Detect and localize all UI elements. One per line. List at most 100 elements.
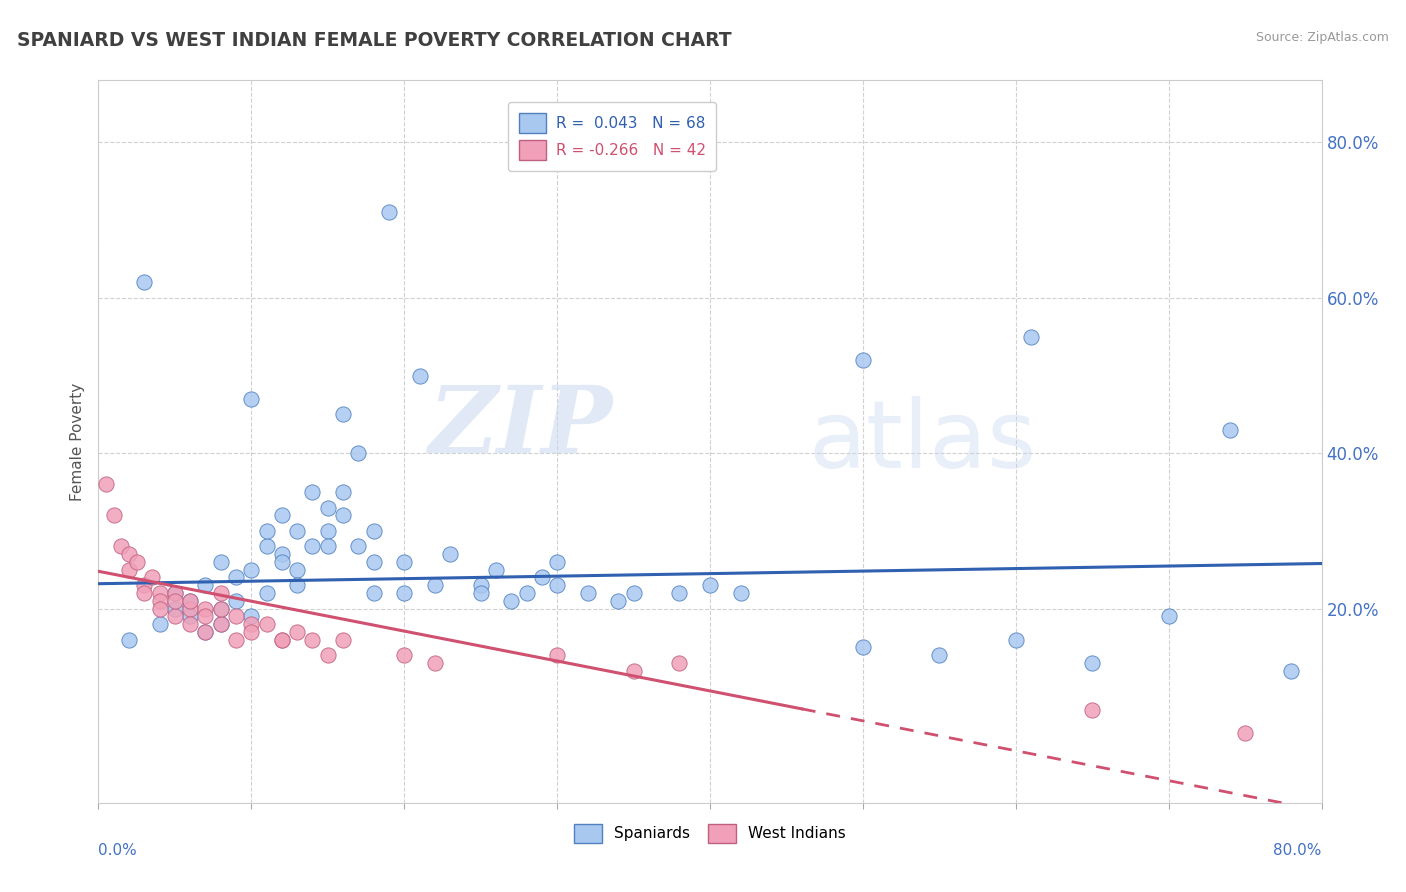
Point [256,540,278,554]
Point [163,601,186,615]
Point [501,594,523,608]
Point [485,563,508,577]
Point [209,601,232,615]
Point [301,632,323,647]
Point [134,586,156,600]
Point [347,446,370,460]
Point [179,609,201,624]
Point [408,368,430,383]
Point [179,601,201,615]
Point [149,601,172,615]
Point [423,578,446,592]
Point [607,594,630,608]
Point [363,524,385,538]
Point [240,392,263,406]
Point [118,632,141,647]
Point [179,617,201,632]
Point [668,656,690,670]
Point [332,508,354,523]
Point [347,540,370,554]
Point [1219,423,1241,437]
Point [470,586,492,600]
Point [332,485,354,500]
Point [225,632,247,647]
Point [103,508,125,523]
Point [270,632,292,647]
Point [225,570,247,584]
Point [194,578,217,592]
Legend: Spaniards, West Indians: Spaniards, West Indians [568,817,852,849]
Point [209,617,232,632]
Point [285,624,308,639]
Point [1081,656,1104,670]
Text: SPANIARD VS WEST INDIAN FEMALE POVERTY CORRELATION CHART: SPANIARD VS WEST INDIAN FEMALE POVERTY C… [17,31,731,50]
Point [623,586,645,600]
Point [194,624,217,639]
Point [256,586,278,600]
Point [332,632,354,647]
Point [149,594,172,608]
Point [141,570,163,584]
Point [118,547,141,561]
Point [134,578,156,592]
Point [118,563,141,577]
Point [852,353,875,368]
Point [179,594,201,608]
Point [546,648,568,663]
Point [1279,664,1302,678]
Point [240,624,263,639]
Point [209,617,232,632]
Point [209,586,232,600]
Point [134,275,156,289]
Point [256,524,278,538]
Point [316,524,339,538]
Point [316,540,339,554]
Point [270,632,292,647]
Point [423,656,446,670]
Point [149,617,172,632]
Point [149,586,172,600]
Point [225,594,247,608]
Point [110,540,132,554]
Point [363,586,385,600]
Point [316,648,339,663]
Point [270,508,292,523]
Point [530,570,553,584]
Point [852,640,875,655]
Y-axis label: Female Poverty: Female Poverty [69,383,84,500]
Point [209,555,232,569]
Text: Source: ZipAtlas.com: Source: ZipAtlas.com [1256,31,1389,45]
Point [194,601,217,615]
Point [928,648,950,663]
Point [163,609,186,624]
Point [285,563,308,577]
Point [332,408,354,422]
Point [516,586,538,600]
Point [699,578,721,592]
Point [240,609,263,624]
Point [270,555,292,569]
Point [94,477,117,491]
Point [1004,632,1026,647]
Point [316,500,339,515]
Point [1081,702,1104,716]
Text: 80.0%: 80.0% [1274,843,1322,857]
Point [576,586,599,600]
Point [470,578,492,592]
Point [363,555,385,569]
Point [392,555,416,569]
Text: atlas: atlas [808,395,1036,488]
Point [1234,726,1257,740]
Point [301,540,323,554]
Point [730,586,752,600]
Point [285,578,308,592]
Point [125,555,148,569]
Point [392,648,416,663]
Point [194,609,217,624]
Point [209,601,232,615]
Point [163,586,186,600]
Point [546,555,568,569]
Point [240,617,263,632]
Point [392,586,416,600]
Point [378,205,401,219]
